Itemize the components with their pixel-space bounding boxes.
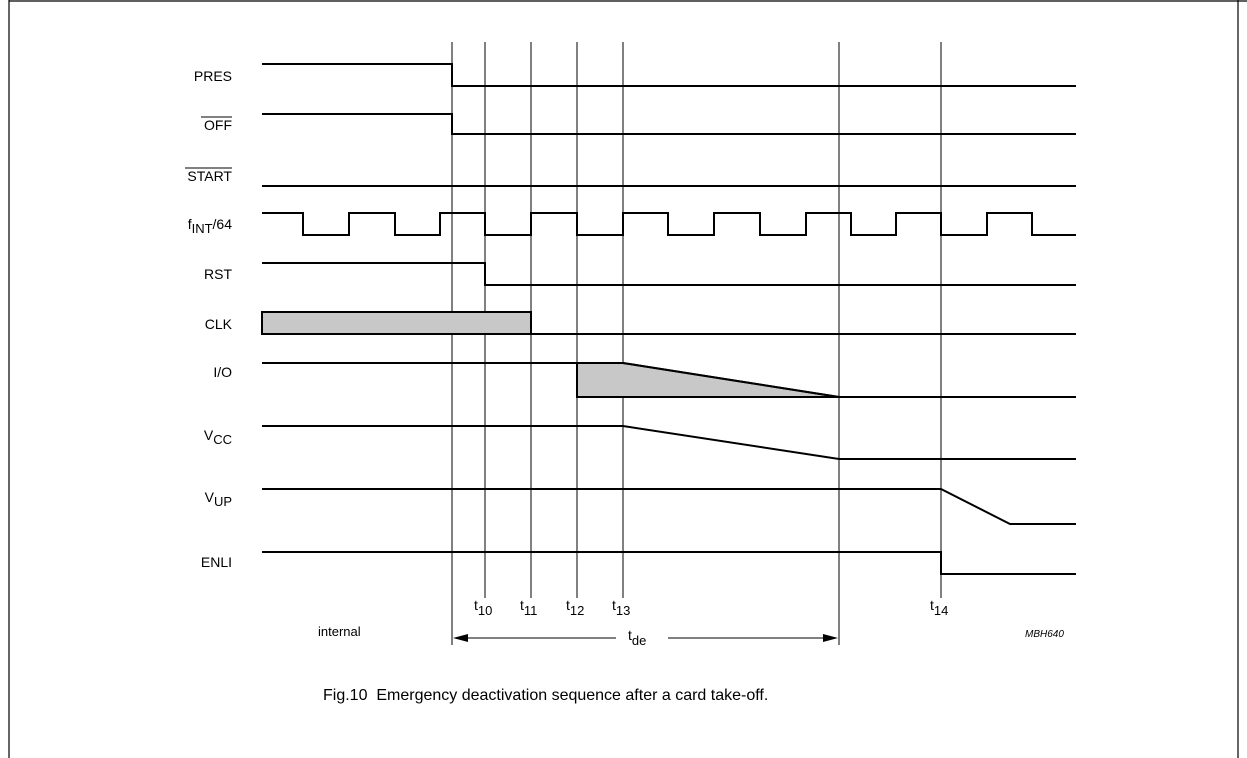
label-enli: ENLI bbox=[201, 554, 232, 570]
label-t13: t13 bbox=[612, 597, 630, 618]
label-vup: VUP bbox=[205, 489, 232, 509]
waveform-off bbox=[262, 113, 1076, 135]
io-decay-region bbox=[576, 362, 840, 398]
waveform-pres bbox=[262, 63, 1076, 87]
label-start: START bbox=[187, 168, 232, 184]
signal-labels: PRES OFF START fINT/64 RST CLK I/O VCC V… bbox=[185, 68, 233, 570]
waveform-fint bbox=[262, 212, 1076, 236]
clk-active-region bbox=[261, 311, 532, 335]
waveforms bbox=[262, 63, 1076, 575]
waveform-vcc bbox=[262, 425, 1076, 460]
timing-labels: t10 t11 t12 t13 t14 tde bbox=[474, 597, 948, 648]
frame-border bbox=[8, 0, 1247, 758]
label-tde: tde bbox=[628, 627, 646, 648]
label-fint: fINT/64 bbox=[188, 216, 233, 236]
label-t14: t14 bbox=[930, 597, 948, 618]
label-io: I/O bbox=[213, 364, 232, 380]
label-rst: RST bbox=[204, 266, 232, 282]
figure-code: MBH640 bbox=[1025, 629, 1064, 640]
label-t12: t12 bbox=[566, 597, 584, 618]
tde-arrow bbox=[453, 634, 838, 642]
label-pres: PRES bbox=[194, 68, 232, 84]
shaded-regions bbox=[261, 311, 840, 398]
label-vcc: VCC bbox=[204, 427, 232, 447]
waveform-io bbox=[262, 362, 1076, 398]
label-t11: t11 bbox=[520, 597, 537, 618]
internal-label: internal bbox=[318, 624, 361, 639]
label-t10: t10 bbox=[474, 597, 492, 618]
figure-caption: Fig.10 Emergency deactivation sequence a… bbox=[323, 687, 768, 704]
label-clk: CLK bbox=[205, 316, 233, 332]
waveform-enli bbox=[262, 551, 1076, 575]
label-off: OFF bbox=[204, 117, 232, 133]
timing-markers bbox=[451, 42, 942, 645]
waveform-rst bbox=[262, 262, 1076, 286]
waveform-vup bbox=[262, 488, 1076, 525]
